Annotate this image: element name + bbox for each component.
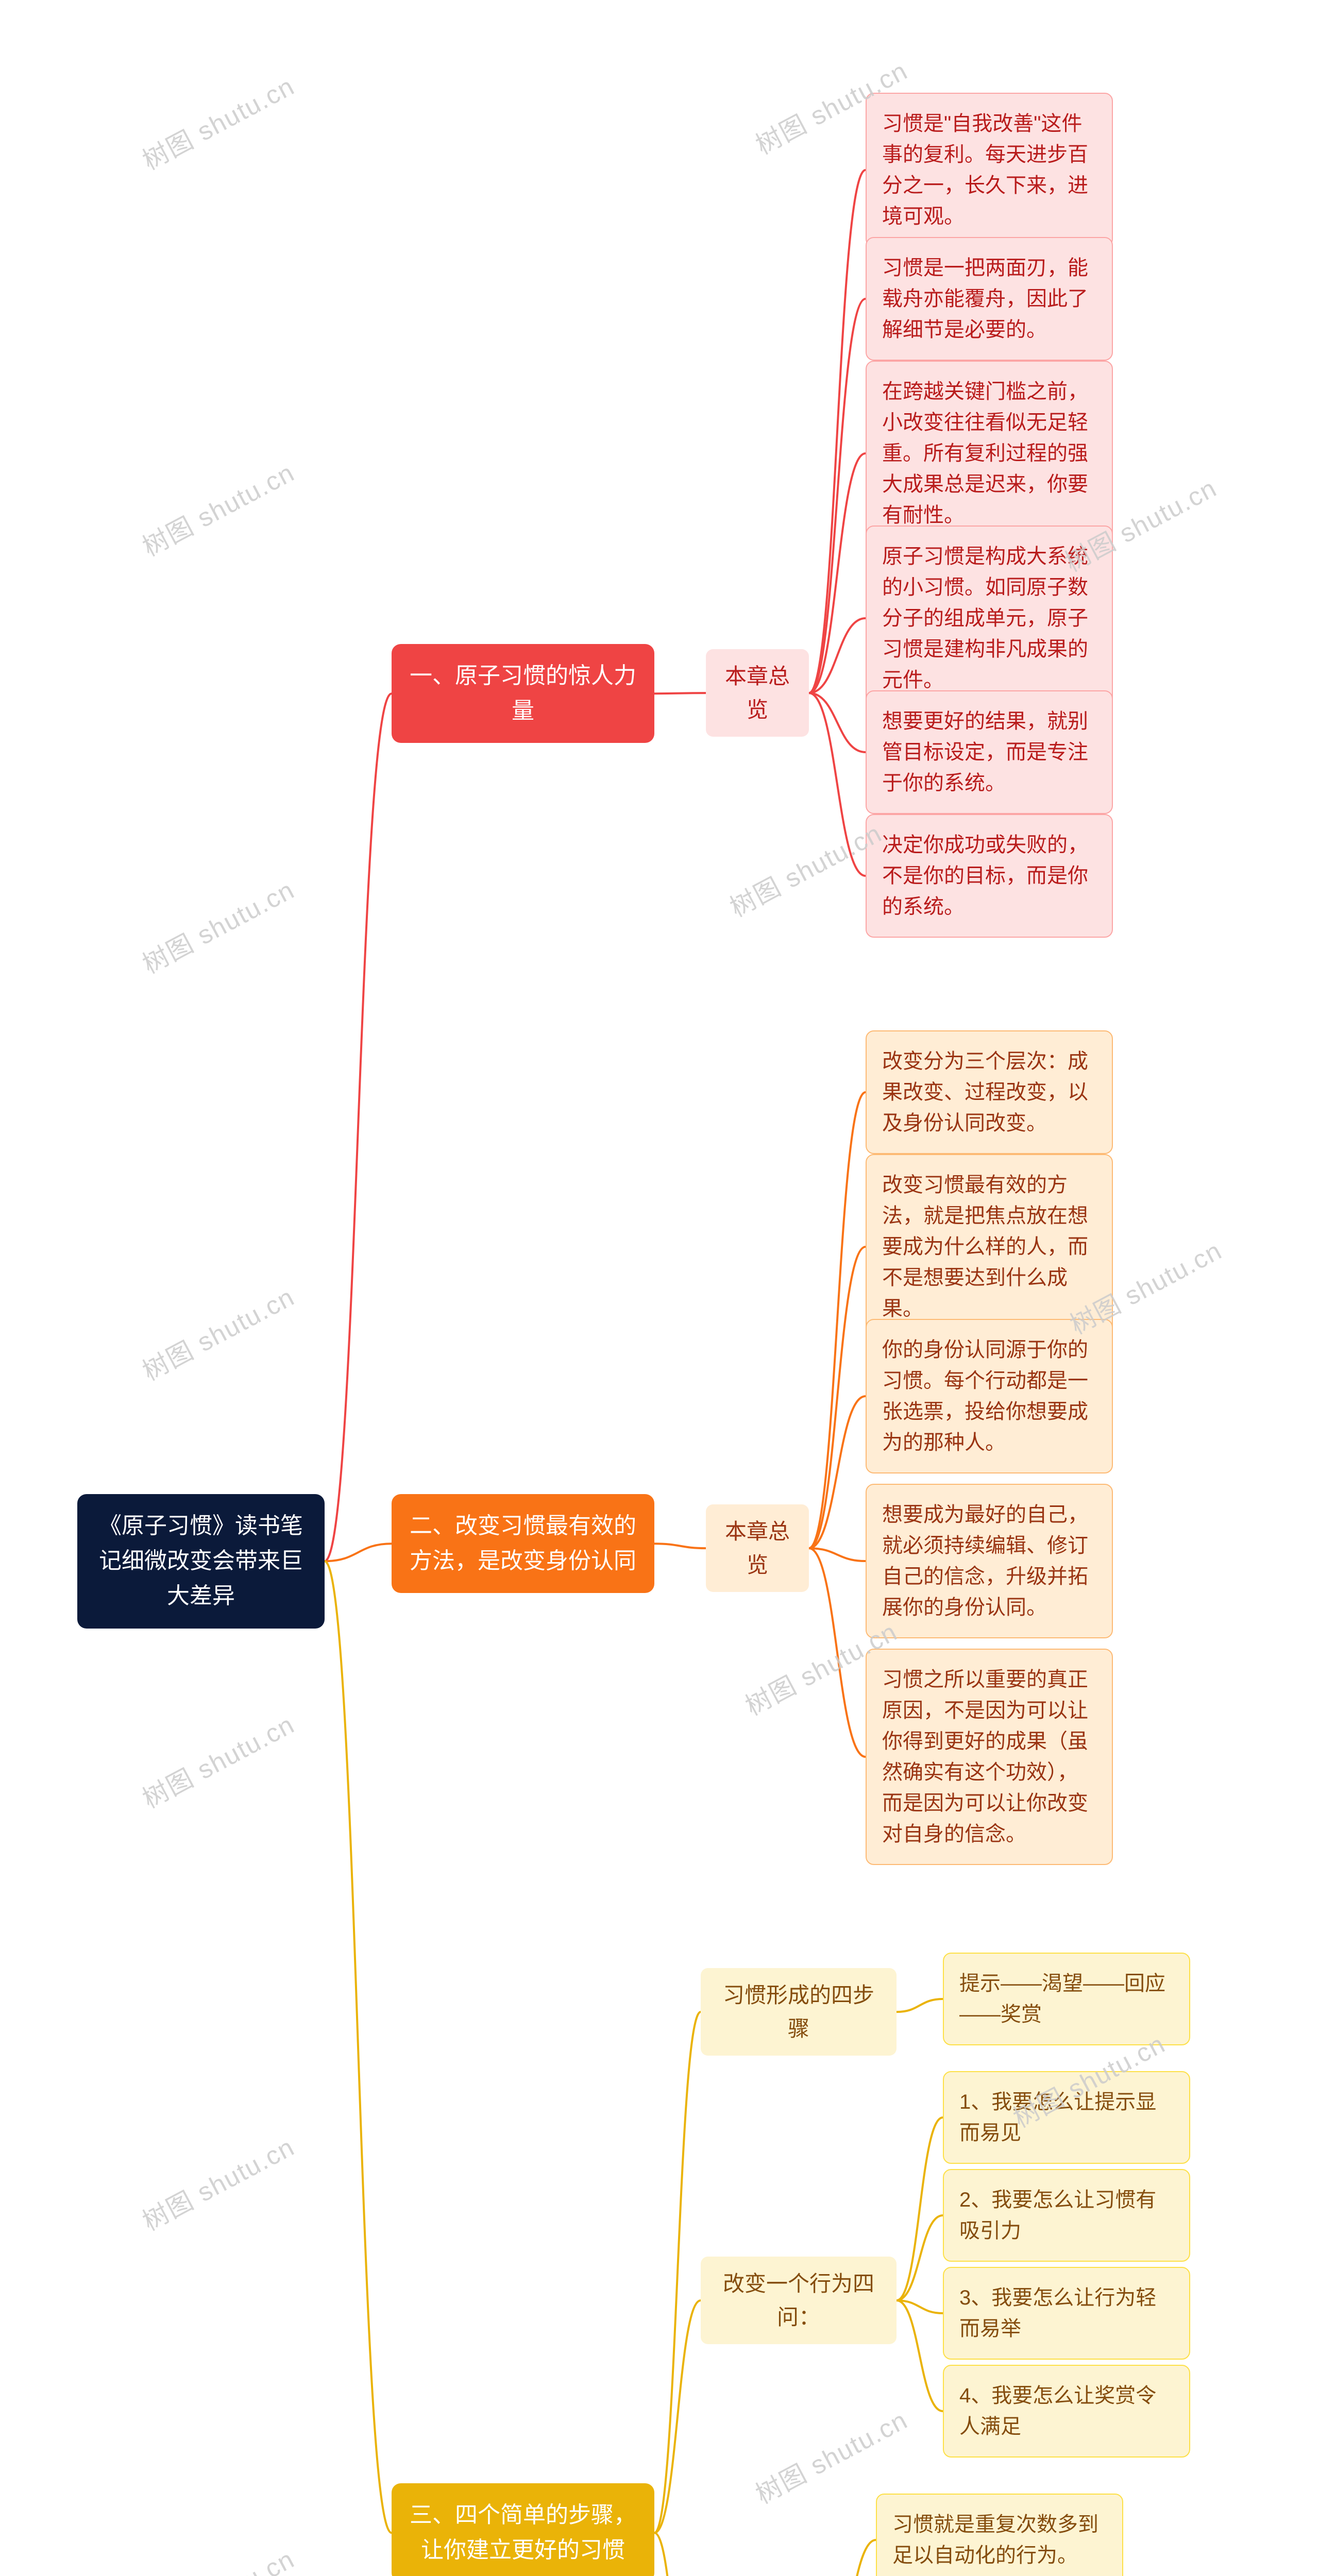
watermark: 树图 shutu.cn (135, 870, 300, 981)
branch-3-sub-2-leaf: 2、我要怎么让习惯有吸引力 (943, 2169, 1190, 2262)
branch-1-leaf: 习惯是一把两面刃，能载舟亦能覆舟，因此了解细节是必要的。 (866, 237, 1113, 361)
branch-2-sub: 本章总览 (706, 1504, 809, 1592)
branch-2-leaf: 想要成为最好的自己，就必须持续编辑、修订自己的信念，升级并拓展你的身份认同。 (866, 1484, 1113, 1638)
branch-1-leaf: 决定你成功或失败的，不是你的目标，而是你的系统。 (866, 814, 1113, 938)
branch-3-sub-2: 改变一个行为四问： (701, 2257, 897, 2344)
branch-1-leaf: 想要更好的结果，就别管目标设定，而是专注于你的系统。 (866, 690, 1113, 814)
branch-1-leaf: 习惯是"自我改善"这件事的复利。每天进步百分之一，长久下来，进境可观。 (866, 93, 1113, 247)
root-node: 《原子习惯》读书笔记细微改变会带来巨大差异 (77, 1494, 325, 1629)
branch-3-sub-1: 习惯形成的四步骤 (701, 1968, 897, 2056)
branch-3-sub-2-leaf: 4、我要怎么让奖赏令人满足 (943, 2365, 1190, 2458)
branch-2: 二、改变习惯最有效的方法，是改变身份认同 (392, 1494, 654, 1593)
branch-3: 三、四个简单的步骤，让你建立更好的习惯 (392, 2483, 654, 2576)
watermark: 树图 shutu.cn (135, 1704, 300, 1816)
branch-2-leaf: 你的身份认同源于你的习惯。每个行动都是一张选票，投给你想要成为的那种人。 (866, 1319, 1113, 1473)
branch-1: 一、原子习惯的惊人力量 (392, 644, 654, 743)
branch-1-sub: 本章总览 (706, 649, 809, 737)
watermark: 树图 shutu.cn (135, 452, 300, 564)
branch-2-leaf: 习惯之所以重要的真正原因，不是因为可以让你得到更好的成果（虽然确实有这个功效），… (866, 1649, 1113, 1865)
watermark: 树图 shutu.cn (135, 2539, 300, 2576)
watermark: 树图 shutu.cn (135, 2127, 300, 2238)
branch-3-sub-3-leaf: 习惯就是重复次数多到足以自动化的行为。 (876, 2494, 1123, 2576)
branch-2-leaf: 改变分为三个层次：成果改变、过程改变，以及身份认同改变。 (866, 1030, 1113, 1154)
watermark: 树图 shutu.cn (722, 813, 888, 924)
watermark: 树图 shutu.cn (135, 66, 300, 177)
branch-1-leaf: 在跨越关键门槛之前，小改变往往看似无足轻重。所有复利过程的强大成果总是迟来，你要… (866, 361, 1113, 546)
branch-3-sub-2-leaf: 3、我要怎么让行为轻而易举 (943, 2267, 1190, 2360)
branch-3-sub-2-leaf: 1、我要怎么让提示显而易见 (943, 2071, 1190, 2164)
branch-1-leaf: 原子习惯是构成大系统的小习惯。如同原子数分子的组成单元，原子习惯是建构非凡成果的… (866, 526, 1113, 711)
branch-2-leaf: 改变习惯最有效的方法，就是把焦点放在想要成为什么样的人，而不是想要达到什么成果。 (866, 1154, 1113, 1340)
branch-3-sub-1-leaf: 提示——渴望——回应——奖赏 (943, 1953, 1190, 2045)
watermark: 树图 shutu.cn (135, 1277, 300, 1388)
